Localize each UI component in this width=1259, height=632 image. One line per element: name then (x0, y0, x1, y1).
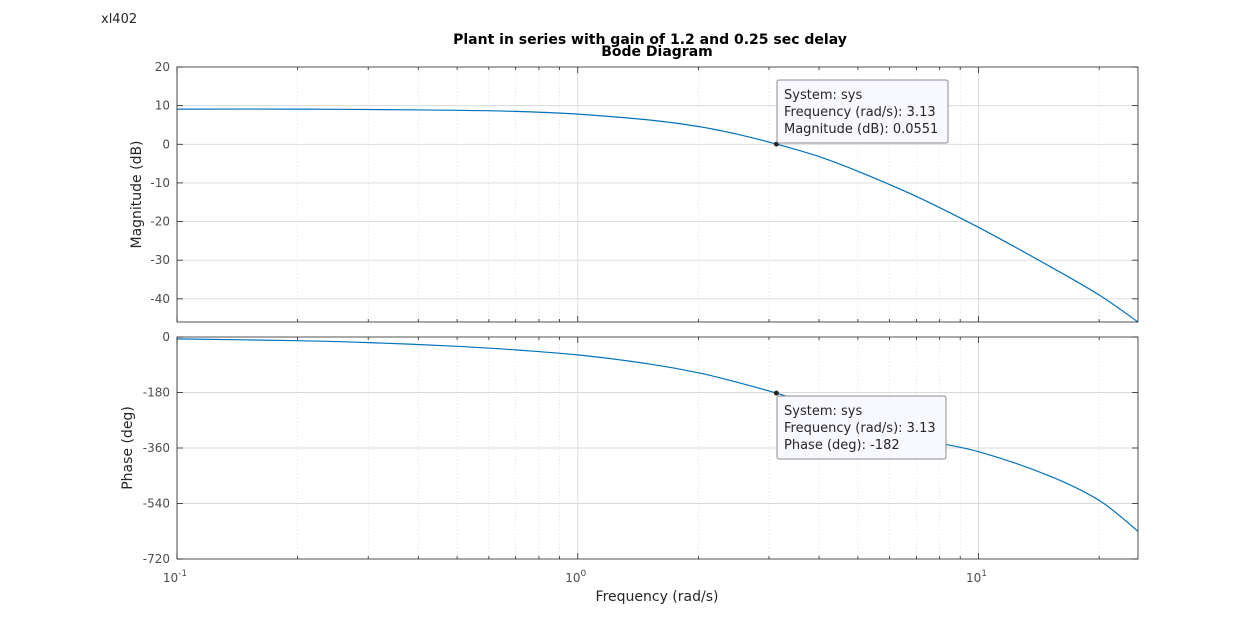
phase-ytick-label: -180 (143, 386, 170, 400)
phase-datatip-frequency: Frequency (rad/s): 3.13 (784, 421, 936, 436)
magnitude-axes[interactable]: 20 10 0 -10 -20 -30 -40 Magnitude (dB) (129, 60, 1139, 323)
magnitude-ytick-label: -20 (150, 215, 170, 229)
phase-curve (176, 338, 1139, 532)
magnitude-ytick-label: 10 (155, 99, 170, 113)
chart-subtitle: Bode Diagram (601, 44, 713, 60)
magnitude-curve (176, 108, 1139, 323)
x-tick-label: 10-1 (163, 569, 187, 585)
magnitude-ylabel: Magnitude (dB) (129, 140, 145, 248)
magnitude-ytick-label: -10 (150, 176, 170, 190)
phase-ylabel: Phase (deg) (120, 406, 136, 490)
phase-datatip[interactable]: System: sys Frequency (rad/s): 3.13 Phas… (776, 395, 947, 460)
phase-datatip-marker[interactable] (773, 390, 779, 396)
phase-axes-box (176, 336, 1139, 560)
phase-datatip-system: System: sys (784, 404, 862, 419)
magnitude-ytick-label: 20 (155, 60, 170, 74)
magnitude-ytick-label: 0 (162, 137, 170, 151)
chart-title: Plant in series with gain of 1.2 and 0.2… (453, 32, 847, 48)
x-axis-label: Frequency (rad/s) (596, 589, 719, 605)
magnitude-ytick-label: -30 (150, 253, 170, 267)
magnitude-datatip-value: Magnitude (dB): 0.0551 (784, 122, 938, 137)
phase-ytick-label: -540 (143, 497, 170, 511)
figure-label: xl402 (101, 12, 138, 27)
magnitude-axes-box (176, 66, 1139, 323)
phase-axes[interactable]: 0 -180 -360 -540 -720 Phase (deg) (120, 330, 1139, 566)
phase-ytick-label: -360 (143, 441, 170, 455)
magnitude-datatip[interactable]: System: sys Frequency (rad/s): 3.13 Magn… (776, 79, 949, 144)
magnitude-datatip-frequency: Frequency (rad/s): 3.13 (784, 105, 936, 120)
phase-datatip-box (776, 395, 947, 460)
phase-datatip-value: Phase (deg): -182 (784, 438, 900, 453)
magnitude-datatip-box (776, 79, 949, 144)
x-tick-label: 100 (565, 569, 586, 585)
phase-ytick-label: 0 (162, 330, 170, 344)
phase-ytick-label: -720 (143, 552, 170, 566)
magnitude-ytick-label: -40 (150, 292, 170, 306)
x-tick-label: 101 (966, 569, 987, 585)
magnitude-datatip-system: System: sys (784, 88, 862, 103)
